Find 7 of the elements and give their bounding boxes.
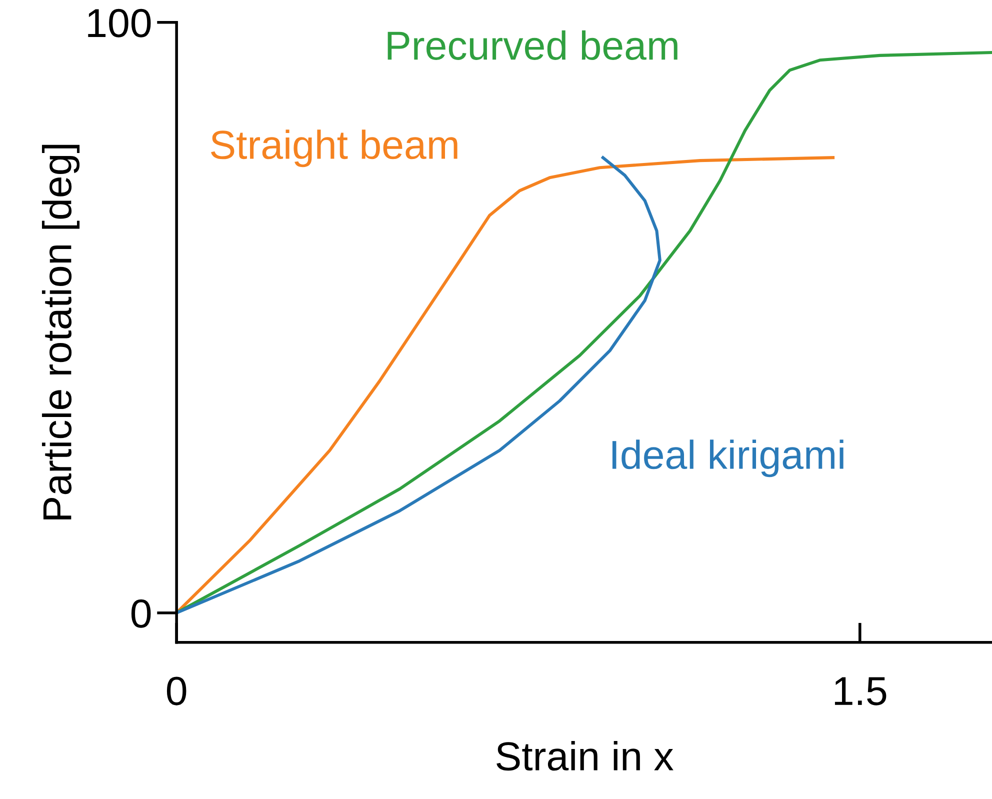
y-axis-title: Particle rotation [deg] [42,144,80,520]
x-tick-label: 1.5 [834,677,886,706]
series-label: Straight beam [211,130,458,168]
y-tick-label: 100 [88,8,151,38]
series-label: Ideal kirigami [612,440,844,478]
x-axis-title: Strain in x [496,741,674,771]
text: Precurved beam [388,30,678,60]
